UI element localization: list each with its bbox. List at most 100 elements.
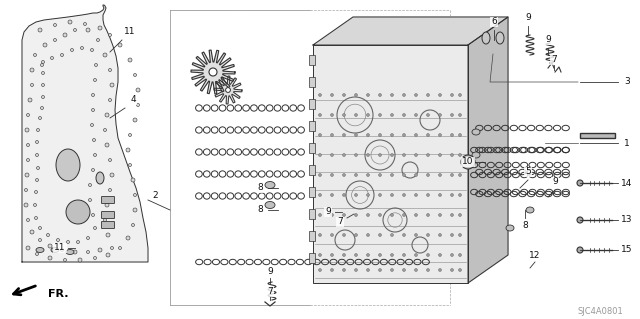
Circle shape	[33, 204, 36, 206]
Circle shape	[47, 234, 49, 236]
Circle shape	[367, 133, 369, 137]
Circle shape	[38, 28, 42, 32]
Circle shape	[35, 253, 38, 256]
FancyBboxPatch shape	[102, 197, 115, 204]
Circle shape	[128, 58, 132, 62]
Circle shape	[134, 73, 136, 77]
Circle shape	[126, 148, 130, 152]
Circle shape	[403, 194, 406, 197]
Circle shape	[426, 269, 429, 271]
Circle shape	[378, 213, 381, 217]
Circle shape	[577, 247, 583, 253]
Circle shape	[38, 239, 42, 241]
Circle shape	[81, 47, 83, 49]
Circle shape	[330, 93, 333, 97]
Circle shape	[438, 234, 442, 236]
Circle shape	[458, 133, 461, 137]
Circle shape	[24, 203, 28, 207]
Circle shape	[367, 153, 369, 157]
Circle shape	[330, 213, 333, 217]
Circle shape	[390, 234, 394, 236]
Text: FR.: FR.	[48, 289, 68, 299]
Circle shape	[438, 133, 442, 137]
Circle shape	[355, 194, 358, 197]
Circle shape	[355, 213, 358, 217]
Ellipse shape	[56, 149, 80, 181]
Circle shape	[105, 113, 109, 117]
Circle shape	[35, 179, 38, 182]
Circle shape	[458, 114, 461, 116]
Circle shape	[36, 129, 40, 131]
Circle shape	[451, 254, 454, 256]
Circle shape	[330, 153, 333, 157]
Circle shape	[403, 174, 406, 176]
Circle shape	[403, 93, 406, 97]
Circle shape	[109, 189, 111, 191]
Circle shape	[390, 269, 394, 271]
Circle shape	[426, 133, 429, 137]
Circle shape	[88, 198, 92, 202]
Circle shape	[367, 213, 369, 217]
Circle shape	[451, 114, 454, 116]
Circle shape	[403, 254, 406, 256]
Circle shape	[319, 133, 321, 137]
Circle shape	[458, 254, 461, 256]
Circle shape	[104, 129, 106, 131]
Circle shape	[40, 107, 44, 109]
Circle shape	[110, 173, 114, 177]
Circle shape	[367, 194, 369, 197]
Circle shape	[35, 217, 38, 219]
Circle shape	[367, 174, 369, 176]
Circle shape	[26, 246, 30, 250]
Circle shape	[90, 48, 93, 51]
Circle shape	[378, 153, 381, 157]
Circle shape	[426, 234, 429, 236]
Circle shape	[134, 194, 136, 197]
Circle shape	[103, 53, 107, 57]
Text: SJC4A0801: SJC4A0801	[577, 308, 623, 316]
Circle shape	[415, 114, 417, 116]
Circle shape	[63, 33, 67, 37]
Circle shape	[426, 174, 429, 176]
Circle shape	[451, 194, 454, 197]
Circle shape	[42, 84, 45, 86]
Circle shape	[330, 194, 333, 197]
Circle shape	[319, 174, 321, 176]
Text: 9: 9	[545, 35, 551, 44]
Circle shape	[415, 234, 417, 236]
Circle shape	[86, 28, 90, 32]
Circle shape	[355, 93, 358, 97]
Text: 4: 4	[130, 95, 136, 105]
Text: 8: 8	[257, 183, 263, 192]
Circle shape	[133, 118, 137, 122]
Circle shape	[74, 28, 77, 32]
Circle shape	[63, 258, 67, 262]
Circle shape	[438, 114, 442, 116]
Circle shape	[390, 254, 394, 256]
Circle shape	[131, 178, 135, 182]
Circle shape	[342, 269, 346, 271]
Text: 14: 14	[621, 179, 633, 188]
Text: 9: 9	[552, 177, 558, 187]
Bar	[309, 121, 315, 131]
Circle shape	[378, 254, 381, 256]
Circle shape	[43, 43, 47, 47]
Circle shape	[77, 241, 79, 243]
Circle shape	[438, 153, 442, 157]
Text: 9: 9	[267, 268, 273, 277]
Polygon shape	[191, 50, 235, 94]
Circle shape	[92, 108, 95, 112]
Circle shape	[330, 114, 333, 116]
Circle shape	[25, 173, 29, 177]
Text: 7: 7	[551, 56, 557, 64]
Circle shape	[88, 183, 92, 187]
Circle shape	[109, 69, 111, 71]
Circle shape	[426, 194, 429, 197]
Circle shape	[26, 114, 29, 116]
Circle shape	[342, 254, 346, 256]
Circle shape	[415, 133, 417, 137]
Circle shape	[133, 208, 137, 212]
Polygon shape	[214, 76, 242, 104]
Circle shape	[415, 153, 417, 157]
Circle shape	[226, 88, 230, 93]
